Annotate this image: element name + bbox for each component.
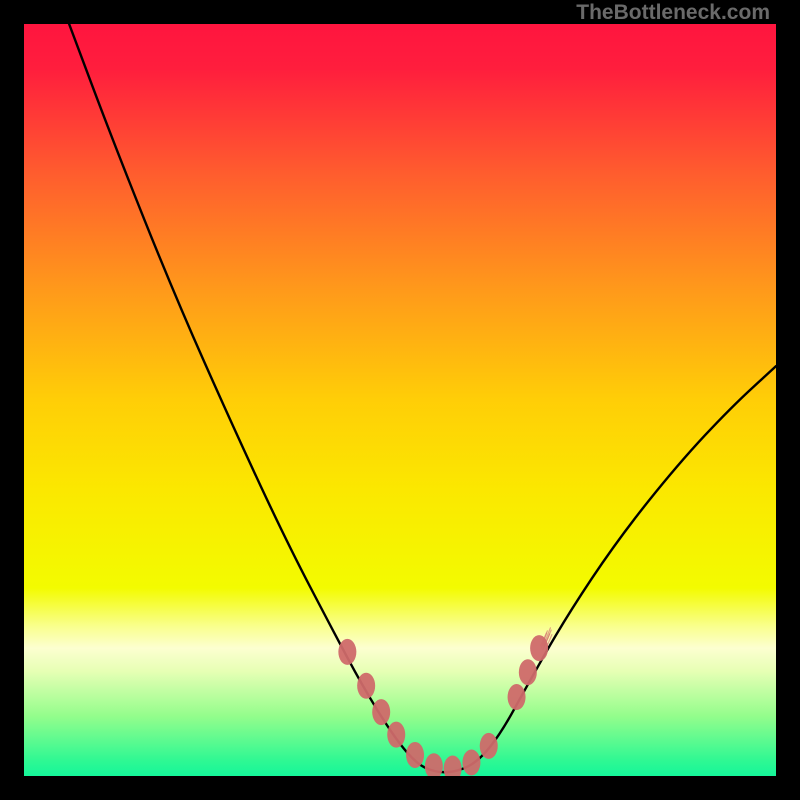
bottleneck-curve [24, 24, 776, 776]
plot-area [24, 24, 776, 776]
curve-markers [338, 635, 548, 776]
chart-frame: TheBottleneck.com [0, 0, 800, 800]
watermark-text: TheBottleneck.com [576, 1, 770, 25]
